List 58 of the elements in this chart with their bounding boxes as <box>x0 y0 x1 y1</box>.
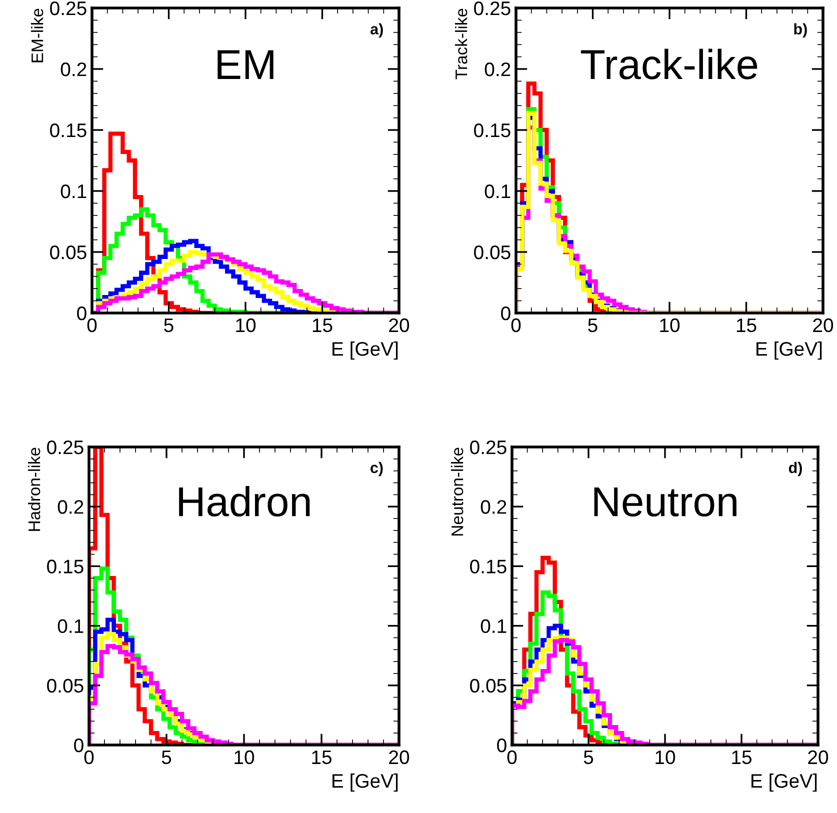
y-tick-label: 0.25 <box>47 440 84 454</box>
y-tick-label: 0.05 <box>50 245 86 260</box>
text: Neutron <box>594 487 736 517</box>
y-tick-label: 0.2 <box>58 500 84 514</box>
y-tick-label: 0.1 <box>484 184 510 198</box>
x-tick-label: 10 <box>236 318 256 332</box>
x-tick-label: 0 <box>87 318 97 332</box>
annotation: c) <box>370 462 383 476</box>
x-tick-label: 10 <box>234 750 254 764</box>
y-tick-label: 0.05 <box>47 678 84 693</box>
y-tick-label: 0.25 <box>474 1 510 16</box>
x-axis-title: E [GeV] <box>752 774 817 792</box>
y-tick-label: 0.25 <box>470 440 506 454</box>
y-axis-title: Track-like <box>454 8 468 80</box>
y-tick-label: 0.15 <box>470 560 506 574</box>
annotation: a) <box>370 23 383 38</box>
y-tick-label: 0.15 <box>50 123 86 138</box>
x-tick-label: 20 <box>813 318 834 332</box>
x-tick-label: 5 <box>588 318 598 332</box>
y-axis-title: EM-like <box>30 8 44 62</box>
x-tick-label: 5 <box>164 318 174 332</box>
y-tick-label: 0.2 <box>480 500 506 514</box>
x-tick-label: 10 <box>656 750 676 764</box>
y-tick-label: 0.1 <box>60 184 86 198</box>
text: Hadron <box>179 486 310 517</box>
annotation: d) <box>788 462 802 476</box>
y-tick-label: 0.25 <box>50 1 86 16</box>
x-tick-label: 20 <box>389 750 410 764</box>
y-axis-title: Neutron-like <box>450 448 464 536</box>
y-axis-title: Hadron-like <box>28 448 40 531</box>
y-tick-label: 0 <box>501 306 510 320</box>
x-tick-label: 15 <box>732 750 752 764</box>
x-tick-label: 5 <box>162 750 172 764</box>
text: EM <box>218 50 274 79</box>
x-tick-label: 15 <box>736 318 756 332</box>
y-tick-label: 0.2 <box>60 62 86 76</box>
y-tick-label: 0.1 <box>480 619 506 634</box>
x-tick-label: 20 <box>389 318 410 332</box>
x-tick-label: 15 <box>312 318 332 332</box>
y-tick-label: 0 <box>77 306 86 320</box>
y-tick-label: 0.2 <box>484 62 510 76</box>
x-tick-label: 0 <box>511 318 521 332</box>
y-tick-label: 0.1 <box>58 619 84 634</box>
x-axis-title: E [GeV] <box>756 342 822 360</box>
y-tick-label: 0 <box>74 738 84 752</box>
y-tick-label: 0.15 <box>47 560 84 574</box>
annotation: b) <box>794 23 807 38</box>
x-tick-label: 10 <box>660 318 680 332</box>
text: Track-like <box>580 48 758 80</box>
y-tick-label: 0.15 <box>474 123 510 138</box>
y-tick-label: 0.05 <box>474 245 510 260</box>
y-tick-label: 0 <box>497 738 506 752</box>
x-tick-label: 20 <box>808 750 828 764</box>
y-tick-label: 0.05 <box>470 678 506 693</box>
x-tick-label: 15 <box>312 750 332 764</box>
x-axis-title: E [GeV] <box>332 342 398 360</box>
x-axis-title: E [GeV] <box>332 774 398 792</box>
x-tick-label: 5 <box>584 750 594 764</box>
